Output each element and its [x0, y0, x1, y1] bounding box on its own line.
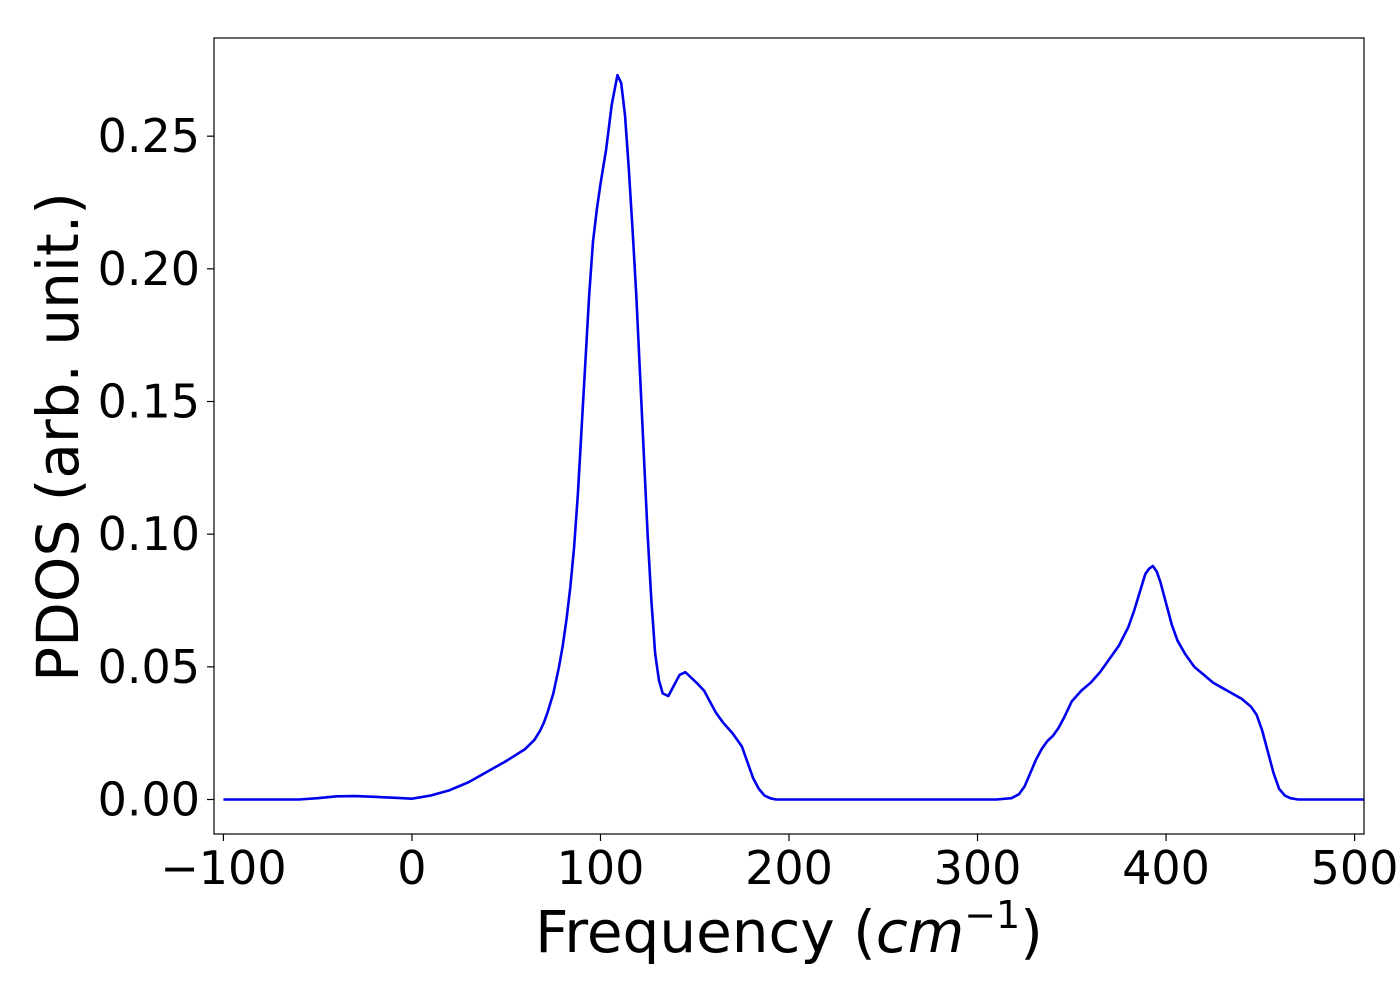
x-tick-label: 0: [397, 841, 426, 895]
x-axis-label: Frequency (cm−1): [535, 893, 1043, 966]
x-tick-label: 200: [745, 841, 833, 895]
y-tick-label: 0.10: [98, 507, 200, 561]
axes-frame: [213, 37, 1365, 835]
x-tick-label: 300: [934, 841, 1022, 895]
x-axis: −100 0 100 200 300 400 500: [160, 834, 1398, 895]
y-tick-label: 0.20: [98, 242, 200, 296]
y-axis: 0.00 0.05 0.10 0.15 0.20 0.25: [98, 109, 214, 827]
y-tick-label: 0.05: [98, 640, 200, 694]
plot-area: [223, 73, 1364, 801]
x-tick-label: 400: [1122, 841, 1210, 895]
x-tick-label: −100: [160, 841, 286, 895]
x-tick-label: 500: [1311, 841, 1399, 895]
y-tick-label: 0.00: [98, 773, 200, 827]
y-tick-label: 0.15: [98, 375, 200, 429]
y-axis-label: PDOS (arb. unit.): [24, 192, 92, 682]
series-line-0: [223, 73, 1364, 801]
x-tick-label: 100: [557, 841, 645, 895]
y-tick-label: 0.25: [98, 109, 200, 163]
